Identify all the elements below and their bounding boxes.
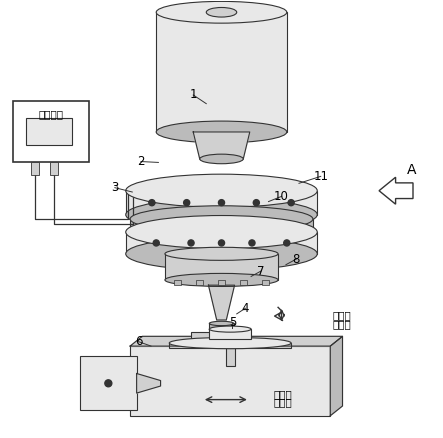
Polygon shape [330, 336, 342, 416]
Circle shape [284, 240, 290, 246]
Bar [191, 332, 243, 346]
Circle shape [253, 200, 259, 206]
Polygon shape [209, 329, 251, 339]
Circle shape [218, 200, 225, 206]
Text: 1: 1 [190, 88, 197, 102]
Circle shape [153, 240, 159, 246]
Circle shape [218, 240, 225, 246]
Bar [226, 348, 234, 366]
Ellipse shape [200, 154, 243, 164]
Ellipse shape [209, 327, 234, 332]
Ellipse shape [209, 326, 251, 332]
FancyArrow shape [379, 177, 413, 204]
Text: 5: 5 [229, 316, 236, 329]
Ellipse shape [169, 337, 291, 349]
Circle shape [288, 200, 294, 206]
Circle shape [149, 200, 155, 206]
Circle shape [184, 200, 190, 206]
Ellipse shape [206, 7, 237, 17]
Bar [130, 346, 330, 416]
Bar [156, 12, 287, 132]
Ellipse shape [156, 1, 287, 23]
Ellipse shape [130, 217, 313, 243]
Text: 6: 6 [135, 335, 143, 348]
Polygon shape [136, 374, 160, 393]
Circle shape [188, 240, 194, 246]
Text: 11: 11 [313, 170, 328, 183]
Bar [240, 280, 247, 285]
Text: 工件振: 工件振 [274, 389, 292, 399]
Polygon shape [126, 191, 317, 215]
Text: 4: 4 [242, 302, 249, 315]
Polygon shape [209, 323, 234, 329]
Ellipse shape [156, 121, 287, 143]
Ellipse shape [165, 273, 278, 286]
Polygon shape [165, 254, 278, 280]
Polygon shape [169, 343, 291, 348]
Ellipse shape [130, 206, 313, 232]
Bar [80, 356, 136, 410]
Ellipse shape [165, 247, 278, 260]
Bar [261, 280, 268, 285]
Bar [12, 102, 89, 162]
Polygon shape [130, 336, 342, 346]
Ellipse shape [126, 237, 317, 270]
Ellipse shape [126, 215, 317, 249]
Text: A: A [408, 163, 417, 177]
Text: 8: 8 [293, 253, 300, 265]
Text: 刀具振: 刀具振 [333, 311, 351, 321]
Circle shape [105, 380, 112, 387]
Polygon shape [130, 219, 313, 230]
Text: 2: 2 [137, 155, 145, 168]
Text: 7: 7 [257, 265, 264, 278]
Text: 动方向: 动方向 [333, 319, 351, 329]
Bar [218, 280, 225, 285]
Ellipse shape [209, 321, 234, 325]
Bar [31, 162, 39, 175]
Bar [196, 280, 203, 285]
Bar [50, 162, 58, 175]
Text: 10: 10 [274, 190, 289, 203]
Polygon shape [193, 132, 250, 159]
Text: 超声电源: 超声电源 [38, 109, 63, 119]
Polygon shape [126, 232, 317, 254]
Bar [175, 280, 182, 285]
Ellipse shape [126, 198, 317, 231]
Bar [26, 117, 72, 145]
Ellipse shape [126, 174, 317, 207]
Polygon shape [209, 285, 234, 320]
Text: 3: 3 [111, 181, 119, 194]
Text: 动方向: 动方向 [274, 398, 292, 408]
Circle shape [249, 240, 255, 246]
